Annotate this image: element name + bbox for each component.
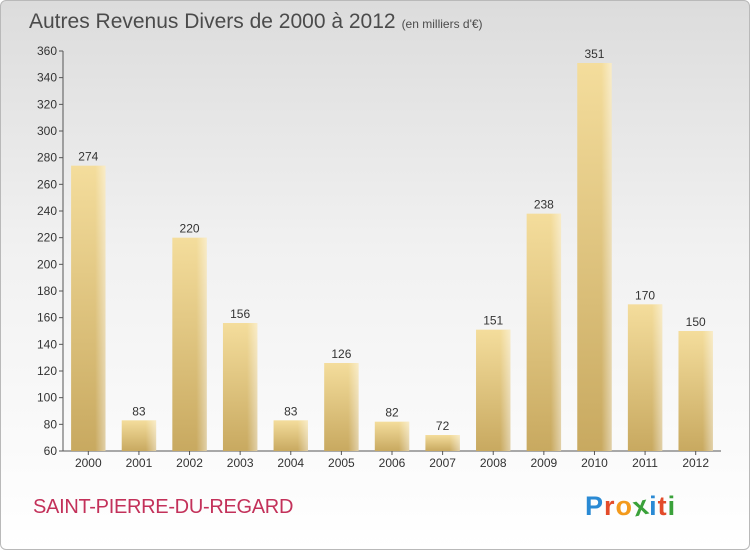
x-tick-label: 2008	[480, 456, 507, 470]
bar-highlight	[71, 165, 106, 451]
y-tick-label: 280	[37, 151, 57, 165]
y-tick-label: 340	[37, 71, 57, 85]
x-tick-label: 2012	[682, 456, 709, 470]
data-label: 150	[686, 315, 706, 329]
x-tick-label: 2006	[379, 456, 406, 470]
data-label: 351	[584, 47, 604, 61]
data-label: 126	[331, 347, 351, 361]
y-tick-label: 300	[37, 124, 57, 138]
y-tick-label: 140	[37, 337, 57, 351]
bar-highlight	[627, 304, 663, 451]
bar-highlight	[425, 435, 460, 451]
data-label: 170	[635, 288, 655, 302]
x-tick-label: 2010	[581, 456, 608, 470]
axes: 60 80 100 120 140 160 180 200 220 240 260 280 300 320…	[37, 44, 721, 458]
y-tick-label: 120	[37, 364, 57, 378]
bars	[71, 63, 713, 451]
logo-letter: o	[615, 491, 634, 521]
proxiti-logo[interactable]: Proxiti	[585, 490, 677, 523]
data-label: 151	[483, 314, 503, 328]
data-label: 83	[284, 404, 298, 418]
data-label: 82	[385, 406, 399, 420]
y-tick-label: 60	[44, 444, 58, 458]
chart-title: Autres Revenus Divers de 2000 à 2012 (en …	[29, 10, 483, 34]
x-tick-label: 2005	[328, 456, 355, 470]
x-tick-label: 2000	[75, 456, 102, 470]
bar-highlight	[577, 63, 612, 451]
y-tick-label: 360	[37, 44, 57, 58]
bar-highlight	[121, 420, 157, 451]
data-label: 83	[132, 404, 146, 418]
bar-highlight	[172, 237, 207, 451]
data-label: 274	[78, 150, 98, 164]
data-label: 156	[230, 307, 250, 321]
bar-highlight	[222, 323, 258, 451]
bar-highlight	[678, 331, 713, 451]
x-tick-label: 2001	[126, 456, 153, 470]
logo-letter: r	[604, 491, 616, 521]
y-tick-label: 240	[37, 204, 57, 218]
y-tick-label: 160	[37, 311, 57, 325]
y-tick-label: 80	[44, 417, 58, 431]
logo-letter: t	[657, 491, 668, 521]
logo-letter: i	[667, 491, 677, 521]
x-tick-label: 2002	[176, 456, 203, 470]
y-tick-label: 220	[37, 231, 57, 245]
logo-letter: i	[649, 491, 658, 521]
logo-letter: P	[585, 491, 605, 521]
labels: 2000 274 2001 83 2002 220 2003 156 2004 83 2005 126…	[75, 47, 709, 470]
bar-highlight	[526, 213, 562, 451]
data-label: 72	[436, 419, 450, 433]
bar-highlight	[324, 363, 359, 451]
y-tick-label: 320	[37, 97, 57, 111]
title-text: Autres Revenus Divers de 2000 à 2012	[29, 10, 396, 33]
bar-highlight	[476, 329, 511, 451]
y-tick-label: 200	[37, 257, 57, 271]
data-label: 238	[534, 198, 554, 212]
x-tick-label: 2011	[632, 456, 658, 470]
commune-name: SAINT-PIERRE-DU-REGARD	[33, 496, 294, 518]
y-tick-label: 180	[37, 284, 57, 298]
data-label: 220	[180, 222, 200, 236]
x-tick-label: 2009	[530, 456, 557, 470]
x-tick-label: 2007	[429, 456, 456, 470]
x-tick-label: 2003	[227, 456, 254, 470]
bar-highlight	[374, 421, 410, 451]
x-tick-label: 2004	[277, 456, 304, 470]
title-unit: (en milliers d'€)	[401, 17, 483, 31]
y-tick-label: 100	[37, 391, 57, 405]
y-tick-label: 260	[37, 177, 57, 191]
bar-highlight	[273, 420, 308, 451]
